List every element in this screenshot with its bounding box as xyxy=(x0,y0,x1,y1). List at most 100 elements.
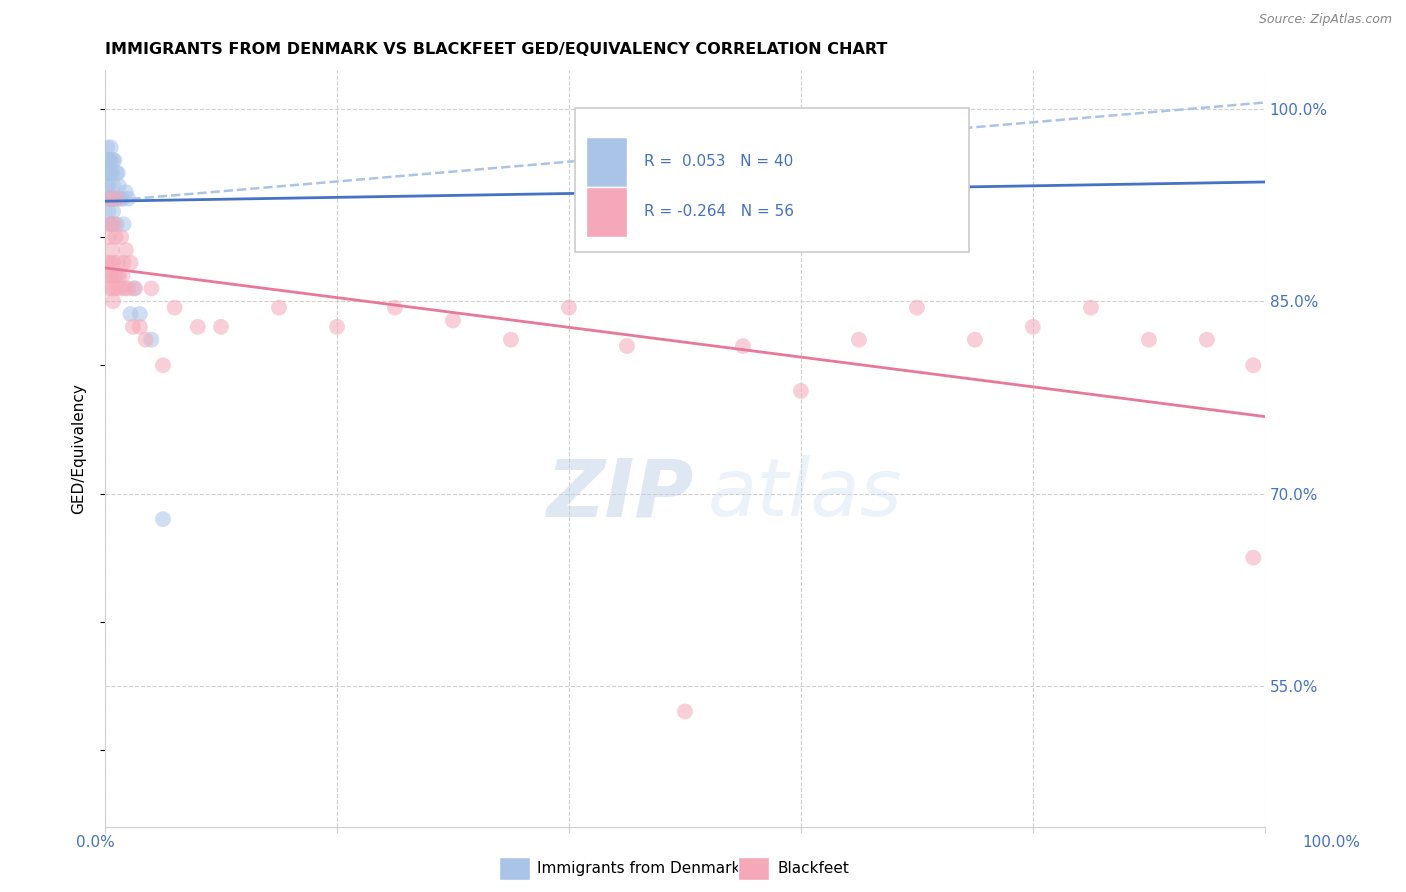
Point xyxy=(103,153,125,168)
Point xyxy=(128,307,150,321)
Point xyxy=(104,281,127,295)
Point xyxy=(384,301,406,315)
Point xyxy=(848,333,870,347)
Point xyxy=(97,230,120,244)
Point xyxy=(108,281,131,295)
Point xyxy=(97,281,120,295)
Point xyxy=(107,166,129,180)
Point xyxy=(98,153,121,168)
Point xyxy=(673,705,696,719)
Point xyxy=(1241,359,1264,373)
Point xyxy=(122,281,145,295)
Point xyxy=(105,217,128,231)
Point xyxy=(100,268,122,283)
Point xyxy=(104,192,127,206)
Text: 0.0%: 0.0% xyxy=(76,836,115,850)
Point xyxy=(112,217,135,231)
Point xyxy=(124,281,146,295)
Point xyxy=(108,192,131,206)
Point xyxy=(101,256,124,270)
Point xyxy=(117,281,139,295)
Point xyxy=(141,281,163,295)
Point xyxy=(115,185,138,199)
Point xyxy=(98,217,121,231)
Point xyxy=(97,166,120,180)
Point xyxy=(101,281,124,295)
Point xyxy=(96,268,118,283)
Text: R =  0.053   N = 40: R = 0.053 N = 40 xyxy=(644,154,793,169)
Point xyxy=(100,140,122,154)
Point xyxy=(616,339,638,353)
Point xyxy=(103,268,125,283)
Text: Source: ZipAtlas.com: Source: ZipAtlas.com xyxy=(1258,13,1392,27)
Point xyxy=(209,319,232,334)
Point xyxy=(114,281,136,295)
Point xyxy=(94,256,117,270)
Point xyxy=(101,204,124,219)
Point xyxy=(1137,333,1160,347)
Point xyxy=(187,319,209,334)
Point xyxy=(128,319,150,334)
FancyBboxPatch shape xyxy=(575,108,969,252)
Point xyxy=(96,140,118,154)
Point xyxy=(120,256,142,270)
Point xyxy=(111,268,134,283)
Point xyxy=(499,333,522,347)
Point xyxy=(94,153,117,168)
Point xyxy=(101,192,124,206)
Point xyxy=(135,333,157,347)
Point xyxy=(120,307,142,321)
Point xyxy=(111,192,134,206)
Point xyxy=(152,359,174,373)
Point xyxy=(98,256,121,270)
Point xyxy=(441,313,464,327)
Text: Immigrants from Denmark: Immigrants from Denmark xyxy=(537,862,741,876)
Point xyxy=(97,204,120,219)
Point xyxy=(101,153,124,168)
Point xyxy=(100,192,122,206)
Point xyxy=(101,178,124,193)
Point xyxy=(101,166,124,180)
Point xyxy=(104,230,127,244)
Point xyxy=(97,178,120,193)
Point xyxy=(108,268,131,283)
Point xyxy=(117,192,139,206)
Text: 100.0%: 100.0% xyxy=(1302,836,1361,850)
Point xyxy=(108,178,131,193)
Point xyxy=(97,153,120,168)
Point xyxy=(163,301,186,315)
Point xyxy=(100,217,122,231)
Text: Blackfeet: Blackfeet xyxy=(778,862,849,876)
Point xyxy=(98,166,121,180)
Text: R = -0.264   N = 56: R = -0.264 N = 56 xyxy=(644,204,794,219)
Point xyxy=(107,256,129,270)
Point xyxy=(267,301,290,315)
Point xyxy=(105,166,128,180)
Point xyxy=(98,192,121,206)
Point xyxy=(141,333,163,347)
Y-axis label: GED/Equivalency: GED/Equivalency xyxy=(72,384,86,514)
Point xyxy=(112,256,135,270)
Point xyxy=(110,230,132,244)
Point xyxy=(731,339,754,353)
Text: ZIP: ZIP xyxy=(546,455,693,533)
Point xyxy=(121,319,143,334)
FancyBboxPatch shape xyxy=(586,186,627,237)
Point xyxy=(94,178,117,193)
Point xyxy=(1080,301,1102,315)
Point xyxy=(1022,319,1045,334)
Point xyxy=(105,192,128,206)
Point xyxy=(98,192,121,206)
Point xyxy=(101,294,124,309)
Text: atlas: atlas xyxy=(709,455,903,533)
Text: IMMIGRANTS FROM DENMARK VS BLACKFEET GED/EQUIVALENCY CORRELATION CHART: IMMIGRANTS FROM DENMARK VS BLACKFEET GED… xyxy=(105,42,887,57)
Point xyxy=(1195,333,1218,347)
Point xyxy=(101,243,124,257)
Point xyxy=(100,166,122,180)
Point xyxy=(326,319,349,334)
Point xyxy=(963,333,986,347)
Point xyxy=(103,217,125,231)
Point xyxy=(905,301,928,315)
Point xyxy=(115,243,138,257)
Point xyxy=(152,512,174,526)
